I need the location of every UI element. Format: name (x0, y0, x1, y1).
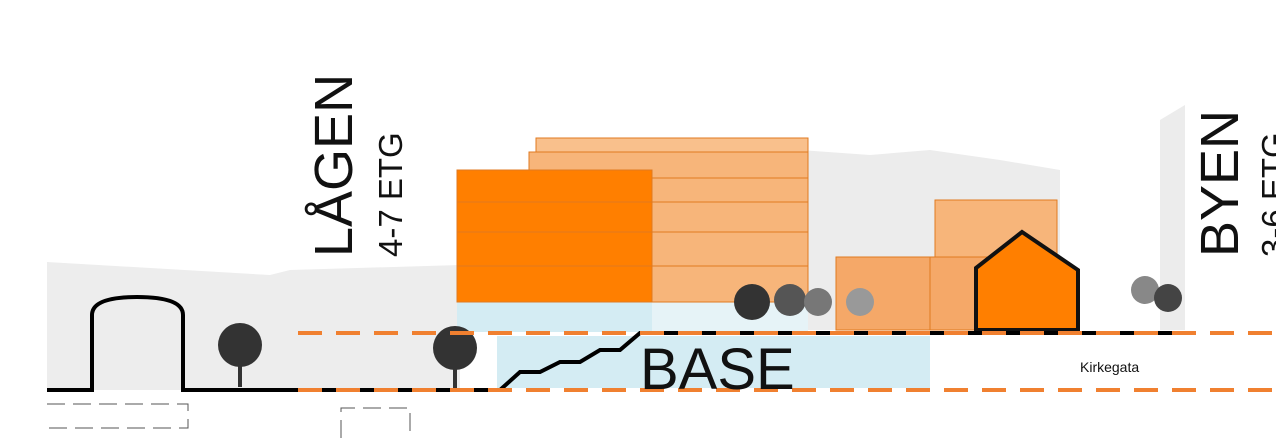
district-label: LÅGEN (304, 74, 364, 257)
floors-label: 4-7 ETG (372, 132, 409, 257)
background-buildings (1160, 105, 1185, 330)
floors-label: 3-6 ETG (1255, 132, 1276, 257)
ground-line (47, 294, 1185, 392)
trees (218, 276, 1182, 388)
base-volume (457, 302, 652, 332)
building-volumes (456, 137, 1058, 331)
underground-outline (47, 403, 411, 438)
district-label: BYEN (1190, 110, 1250, 257)
street-label: Kirkegata (1080, 359, 1139, 375)
base-label: BASE (640, 337, 795, 402)
house (974, 229, 1080, 332)
background-buildings (47, 262, 460, 390)
